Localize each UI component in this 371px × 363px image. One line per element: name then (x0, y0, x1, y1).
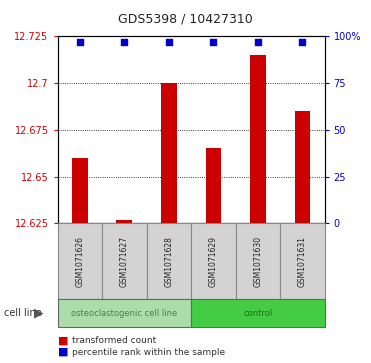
Text: control: control (243, 309, 272, 318)
Bar (250, 55, 266, 223)
Point (255, 39, 261, 45)
Point (166, 39, 172, 45)
Text: GSM1071631: GSM1071631 (298, 236, 307, 287)
Text: cell line: cell line (4, 308, 42, 318)
Text: GSM1071629: GSM1071629 (209, 236, 218, 287)
Bar (72, 158, 88, 223)
Text: ■: ■ (58, 347, 68, 357)
Text: percentile rank within the sample: percentile rank within the sample (72, 348, 226, 356)
Bar (161, 83, 177, 223)
Text: osteoclastogenic cell line: osteoclastogenic cell line (71, 309, 177, 318)
Point (210, 39, 216, 45)
Text: ■: ■ (58, 335, 68, 346)
Text: GSM1071628: GSM1071628 (164, 236, 173, 287)
Text: GSM1071627: GSM1071627 (120, 236, 129, 287)
Point (77, 39, 83, 45)
Text: GDS5398 / 10427310: GDS5398 / 10427310 (118, 13, 253, 26)
Bar (116, 220, 132, 223)
Text: GSM1071630: GSM1071630 (253, 236, 262, 287)
Point (121, 39, 127, 45)
Bar (206, 148, 221, 223)
Text: GSM1071626: GSM1071626 (75, 236, 84, 287)
Text: transformed count: transformed count (72, 336, 157, 345)
Point (299, 39, 305, 45)
Text: ▶: ▶ (34, 307, 44, 319)
Bar (295, 111, 310, 223)
